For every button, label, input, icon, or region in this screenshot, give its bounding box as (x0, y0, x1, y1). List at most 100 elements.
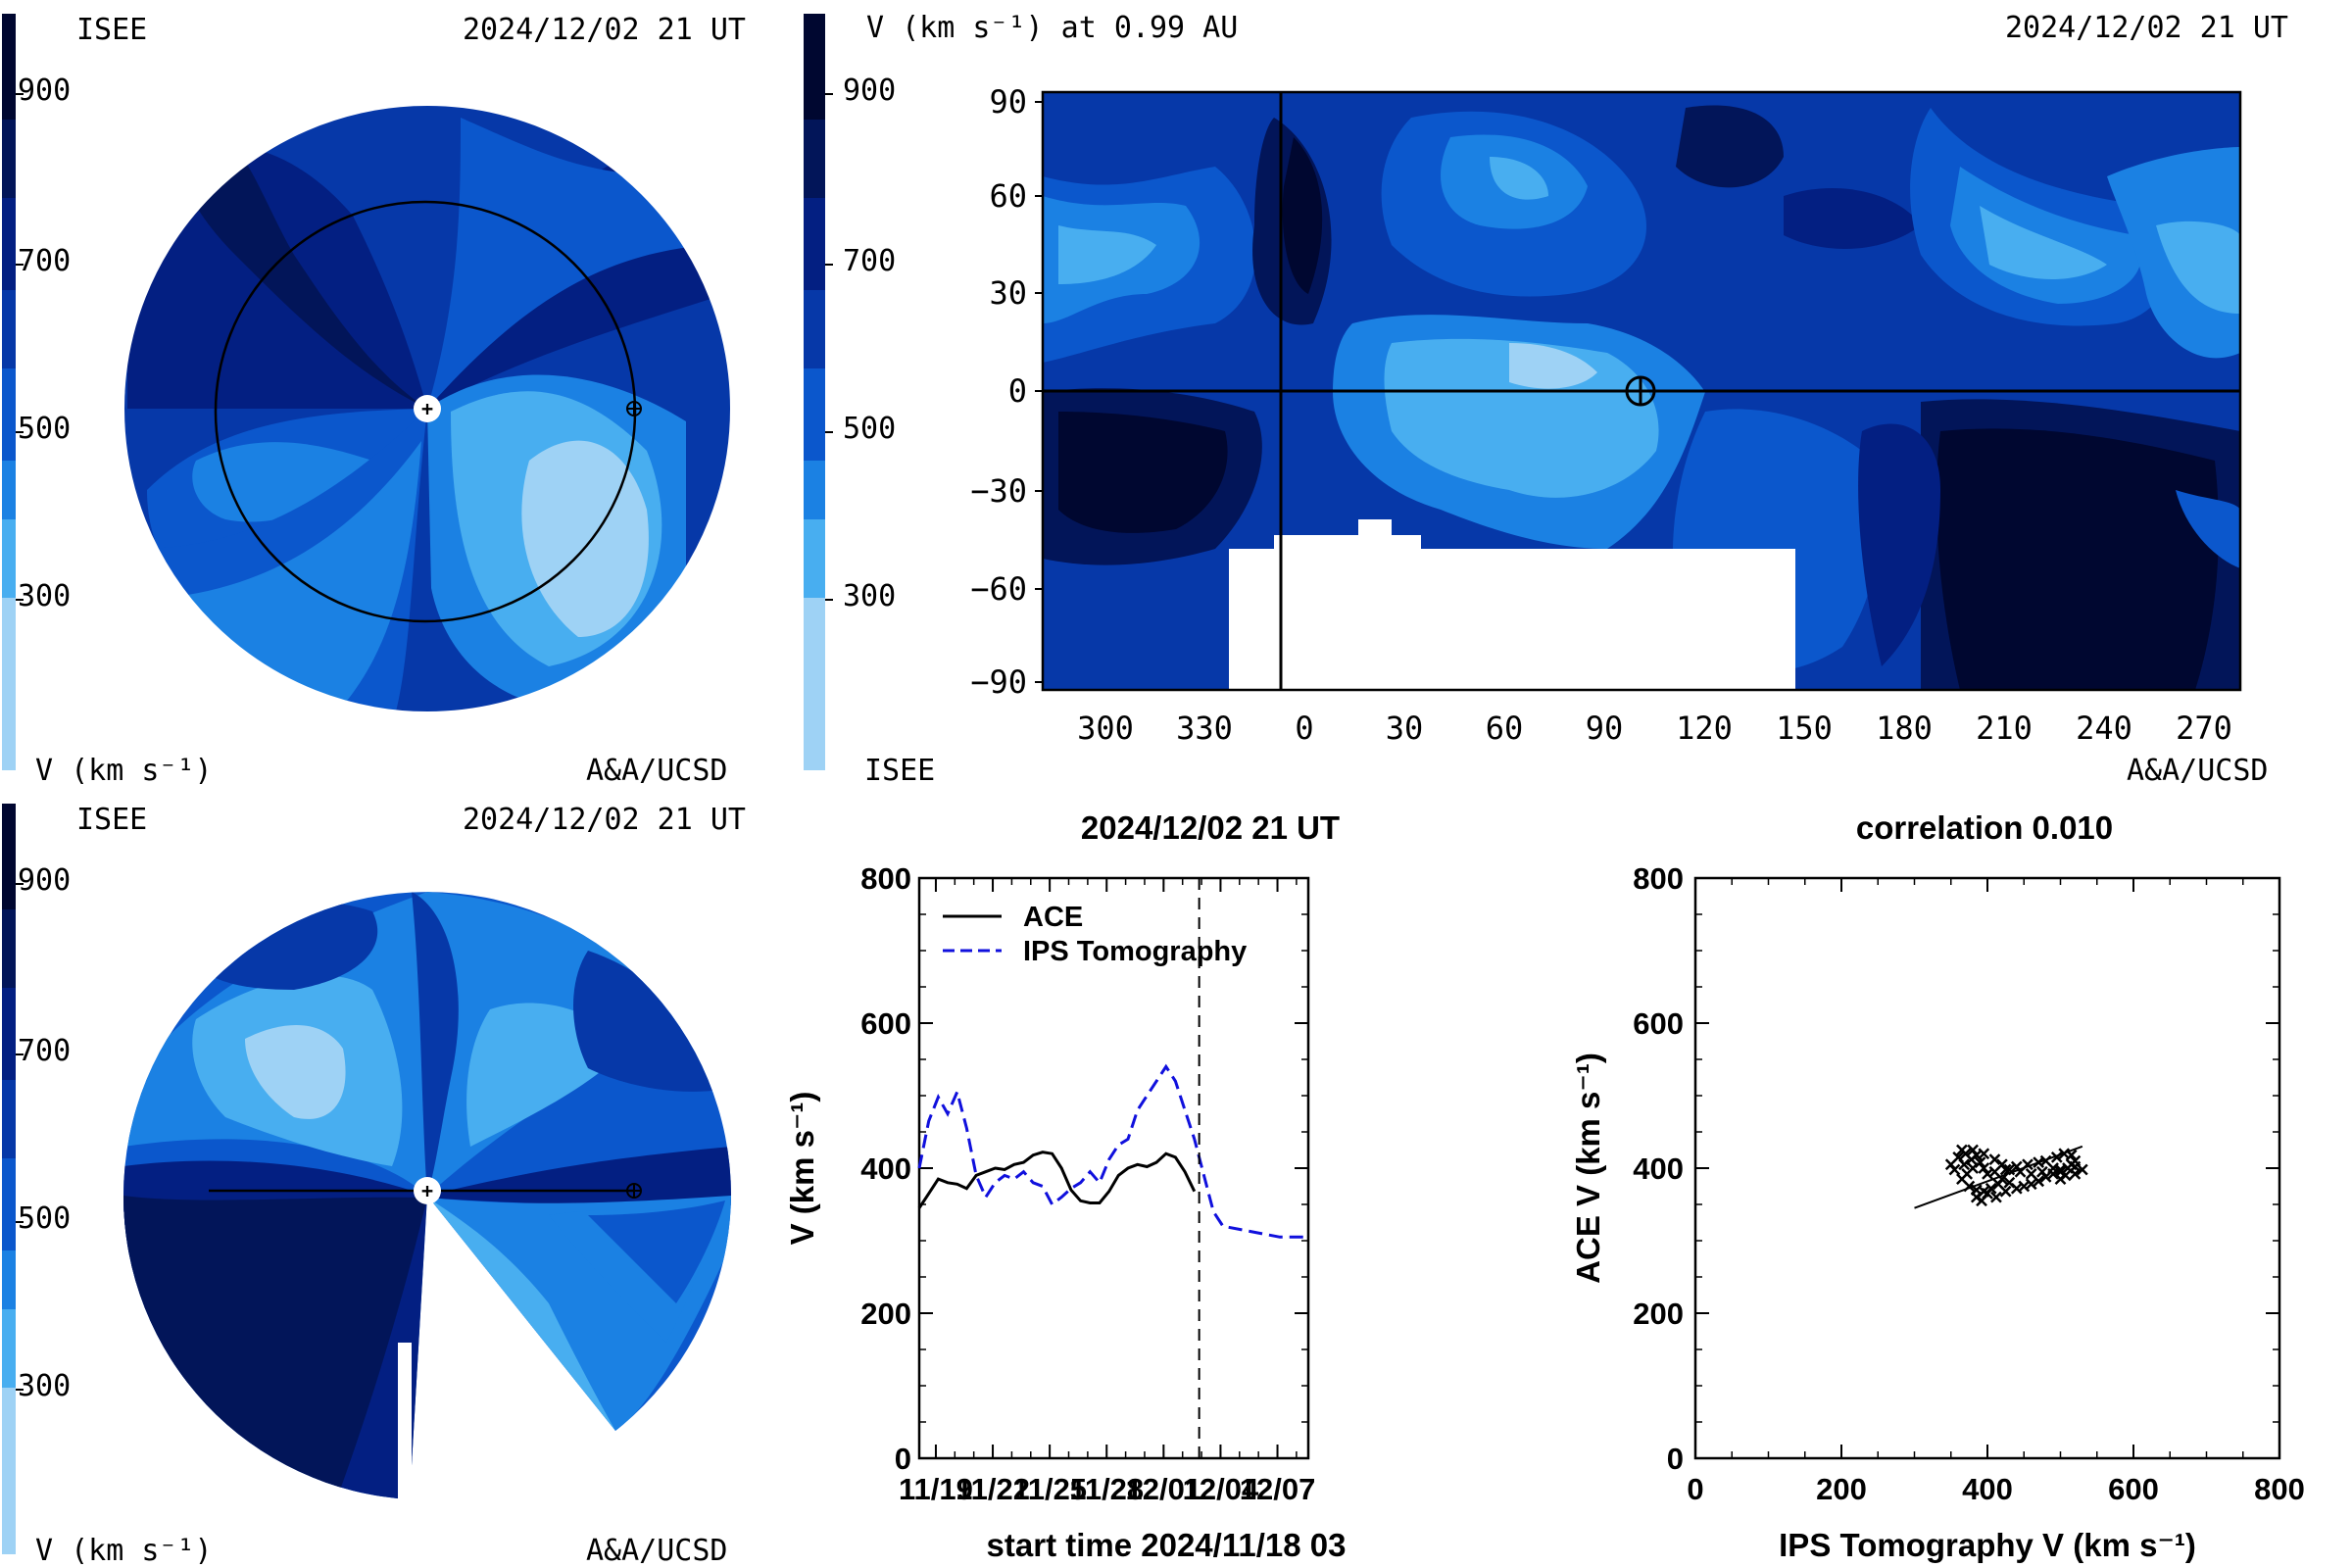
x-tick-label: 12/04 (1183, 1472, 1259, 1506)
timestamp-label: 2024/12/02 21 UT (463, 13, 746, 47)
series-line-ace (917, 1151, 1197, 1209)
timestamp-label: 2024/12/02 21 UT (463, 803, 746, 837)
scatter-point (1982, 1168, 1993, 1180)
credit-label: A&A/UCSD (586, 754, 728, 788)
y-tick-minus60: −60 (970, 570, 1027, 608)
scatter-point (2035, 1165, 2048, 1178)
panel-top-left: + 900 700 500 300 ISEE 2024/12/02 21 UT … (0, 0, 804, 794)
series-line-ips-tomography (917, 1063, 1308, 1239)
x-tick-150: 150 (1776, 710, 1833, 747)
x-tick-300: 300 (1077, 710, 1134, 747)
x-tick-240: 240 (2076, 710, 2132, 747)
scatter-point (1958, 1158, 1971, 1171)
scatter-point (1988, 1153, 2001, 1166)
x-tick-label: 11/22 (956, 1472, 1030, 1506)
top-right-map-svg: V (km s⁻¹) at 0.99 AU 2024/12/02 21 UT I… (804, 11, 2288, 788)
colorbar-tick-700: 700 (843, 244, 896, 278)
y-axis-label: ACE V (km s⁻¹) (1570, 1053, 1606, 1284)
x-tick-90: 90 (1586, 710, 1624, 747)
x-tick-330: 330 (1176, 710, 1233, 747)
scatter-point (2025, 1168, 2037, 1180)
scatter-point (1999, 1185, 2012, 1198)
scatter-point (1967, 1144, 1979, 1156)
colorbar-tick-500: 500 (843, 412, 896, 446)
panel-bottom-left: + 900 700 500 300 ISEE 2024/12/02 21 UT … (0, 794, 804, 1568)
colorbar-tick-500: 500 (18, 1201, 71, 1236)
credit-label: A&A/UCSD (586, 1534, 728, 1568)
earth-marker-icon (626, 1183, 642, 1199)
x-tick-label: 600 (2108, 1472, 2159, 1506)
colorbar-tick-300: 300 (843, 579, 896, 613)
y-tick-minus30: −30 (970, 472, 1027, 510)
svg-text:+: + (421, 397, 433, 420)
sun-marker (414, 1177, 441, 1204)
panel-timeseries: 2024/12/02 21 UT 0 200 400 600 800 11/19 11/2… (784, 794, 1548, 1568)
y-tick-label: 200 (860, 1297, 911, 1331)
y-tick-30: 30 (989, 274, 1027, 312)
colorbar-top-right (804, 14, 833, 770)
colorbar-tick-900: 900 (18, 74, 71, 108)
y-tick-label: 400 (1633, 1152, 1684, 1186)
colorbar-tick-700: 700 (18, 244, 71, 278)
polar-map-top-left: + (122, 104, 732, 713)
scatter-point (2059, 1169, 2072, 1182)
scatter-chart: correlation 0.010 0 200 400 600 800 0 200 400 6… (1570, 809, 2305, 1563)
scatter-point (2069, 1160, 2082, 1173)
y-tick-90: 90 (989, 83, 1027, 121)
scatter-point (2025, 1178, 2037, 1191)
panel-top-right: V (km s⁻¹) at 0.99 AU 2024/12/02 21 UT I… (804, 0, 2352, 794)
sun-marker (414, 395, 441, 422)
colorbar-bottom-left (2, 804, 24, 1554)
x-axis-label: start time 2024/11/18 03 (987, 1527, 1347, 1563)
credit-label: A&A/UCSD (2127, 754, 2269, 788)
earth-marker-icon (1625, 375, 1656, 407)
scatter-point (1978, 1162, 1990, 1174)
y-tick-label: 800 (860, 861, 911, 896)
y-tick-label: 200 (1633, 1297, 1684, 1331)
colorbar-tick-900: 900 (843, 74, 896, 108)
x-tick-30: 30 (1386, 710, 1424, 747)
unit-label: V (km s⁻¹) (35, 754, 213, 788)
chart-title: 2024/12/02 21 UT (1081, 809, 1340, 846)
scatter-point (1948, 1163, 1961, 1176)
legend-ips-label: IPS Tomography (1023, 936, 1247, 967)
y-tick-label: 400 (860, 1152, 911, 1186)
scatter-point (1982, 1188, 1993, 1200)
colorbar-tick-500: 500 (18, 412, 71, 446)
polar-map-bottom-left: + (122, 892, 731, 1500)
chart-title: correlation 0.010 (1856, 809, 2113, 846)
colorbar-tick-900: 900 (18, 863, 71, 898)
x-tick-60: 60 (1486, 710, 1524, 747)
x-tick-label: 11/25 (1012, 1472, 1087, 1506)
x-tick-label: 0 (1687, 1472, 1703, 1506)
colorbar-tick-700: 700 (18, 1034, 71, 1068)
legend: ACE IPS Tomography (943, 902, 1247, 967)
colorbar-tick-300: 300 (18, 579, 71, 613)
x-tick-120: 120 (1676, 710, 1733, 747)
org-label: ISEE (864, 754, 935, 788)
x-tick-270: 270 (2176, 710, 2232, 747)
x-tick-180: 180 (1876, 710, 1933, 747)
x-axis-label: IPS Tomography V (km s⁻¹) (1779, 1527, 2196, 1563)
fit-line (1914, 1145, 2083, 1209)
y-tick-0: 0 (1008, 372, 1027, 410)
timestamp-label: 2024/12/02 21 UT (2005, 11, 2288, 45)
scatter-point (1974, 1156, 1986, 1168)
scatter-point (1978, 1148, 1990, 1160)
colorbar-top-left (2, 14, 24, 770)
scatter-point (2076, 1163, 2088, 1176)
unit-label: V (km s⁻¹) (35, 1534, 213, 1568)
y-tick-label: 600 (860, 1006, 911, 1041)
lat-lon-map (1035, 90, 2242, 692)
scatter-point (2047, 1162, 2059, 1174)
top-left-map-svg: + 900 700 500 300 ISEE 2024/12/02 21 UT … (2, 13, 746, 788)
bottom-left-map-svg: + 900 700 500 300 ISEE 2024/12/02 21 UT … (2, 803, 746, 1568)
x-tick-label: 11/19 (899, 1472, 973, 1506)
y-axis-label: V (km s⁻¹) (784, 1092, 820, 1246)
scatter-point (1990, 1191, 2002, 1203)
x-tick-label: 400 (1962, 1472, 2013, 1506)
x-tick-label: 11/28 (1069, 1472, 1144, 1506)
org-label: ISEE (76, 803, 147, 837)
x-tick-label: 12/01 (1126, 1472, 1202, 1506)
y-tick-label: 800 (1633, 861, 1684, 896)
